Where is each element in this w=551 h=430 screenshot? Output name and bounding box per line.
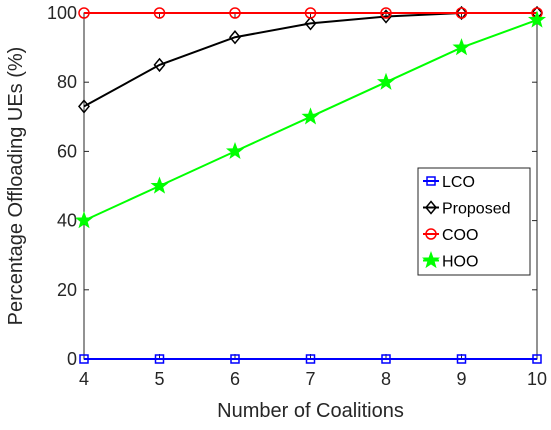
x-tick-label: 5: [154, 369, 164, 389]
data-point-lco: [456, 354, 467, 364]
legend-item-lco: LCO: [423, 174, 475, 191]
x-axis-label: Number of Coalitions: [217, 400, 404, 422]
data-point-coo: [78, 7, 90, 19]
legend-item-hoo: HOO: [421, 251, 478, 271]
legend-item-coo: COO: [423, 227, 478, 244]
y-tick-label: 60: [57, 141, 77, 161]
data-point-coo: [229, 7, 241, 19]
legend-label-lco: LCO: [442, 174, 475, 191]
legend-label-hoo: HOO: [442, 254, 478, 271]
data-point-coo: [455, 7, 468, 19]
data-point-proposed: [380, 9, 392, 24]
y-tick-label: 20: [57, 280, 77, 300]
legend-marker-coo: [425, 228, 437, 240]
x-tick-label: 9: [456, 369, 466, 389]
x-tick-label: 6: [230, 369, 240, 389]
data-point-lco: [532, 354, 542, 364]
data-point-coo: [380, 7, 392, 19]
data-point-hoo: [376, 72, 396, 90]
data-point-proposed: [455, 5, 468, 21]
legend-label-proposed: Proposed: [442, 201, 511, 218]
data-point-lco: [230, 354, 240, 364]
data-point-lco: [79, 354, 89, 364]
x-tick-label: 10: [527, 369, 547, 389]
data-point-hoo: [74, 211, 94, 229]
y-tick-label: 0: [67, 349, 77, 369]
y-axis-label: Percentage Offloading UEs (%): [5, 47, 27, 326]
x-tick-label: 7: [305, 369, 315, 389]
data-point-proposed: [153, 57, 166, 73]
y-tick-label: 80: [57, 72, 77, 92]
legend-item-proposed: Proposed: [423, 200, 511, 218]
data-point-hoo: [150, 176, 169, 194]
data-point-hoo: [527, 10, 547, 28]
x-tick-label: 4: [79, 369, 89, 389]
data-point-lco: [381, 354, 391, 364]
data-point-lco: [154, 354, 165, 364]
y-tick-label: 100: [47, 3, 77, 23]
data-point-proposed: [78, 99, 90, 114]
legend-marker-proposed: [425, 200, 437, 215]
data-point-hoo: [301, 107, 320, 125]
data-point-hoo: [452, 38, 471, 56]
x-tick-label: 8: [381, 369, 391, 389]
legend-box: [417, 167, 531, 276]
series-layer: [74, 5, 547, 364]
y-tick-label: 40: [57, 211, 77, 231]
data-point-hoo: [225, 141, 245, 160]
data-point-proposed: [304, 16, 317, 31]
data-point-coo: [304, 7, 317, 19]
series-lco: [79, 354, 542, 364]
legend-label-coo: COO: [442, 227, 478, 244]
legend-marker-lco: [426, 176, 436, 186]
legend-marker-hoo: [421, 251, 441, 269]
data-point-proposed: [229, 30, 241, 45]
data-point-coo: [153, 7, 166, 19]
legend: LCO Proposed COO HOO: [417, 167, 531, 276]
data-point-lco: [305, 354, 316, 364]
series-hoo: [74, 10, 547, 229]
